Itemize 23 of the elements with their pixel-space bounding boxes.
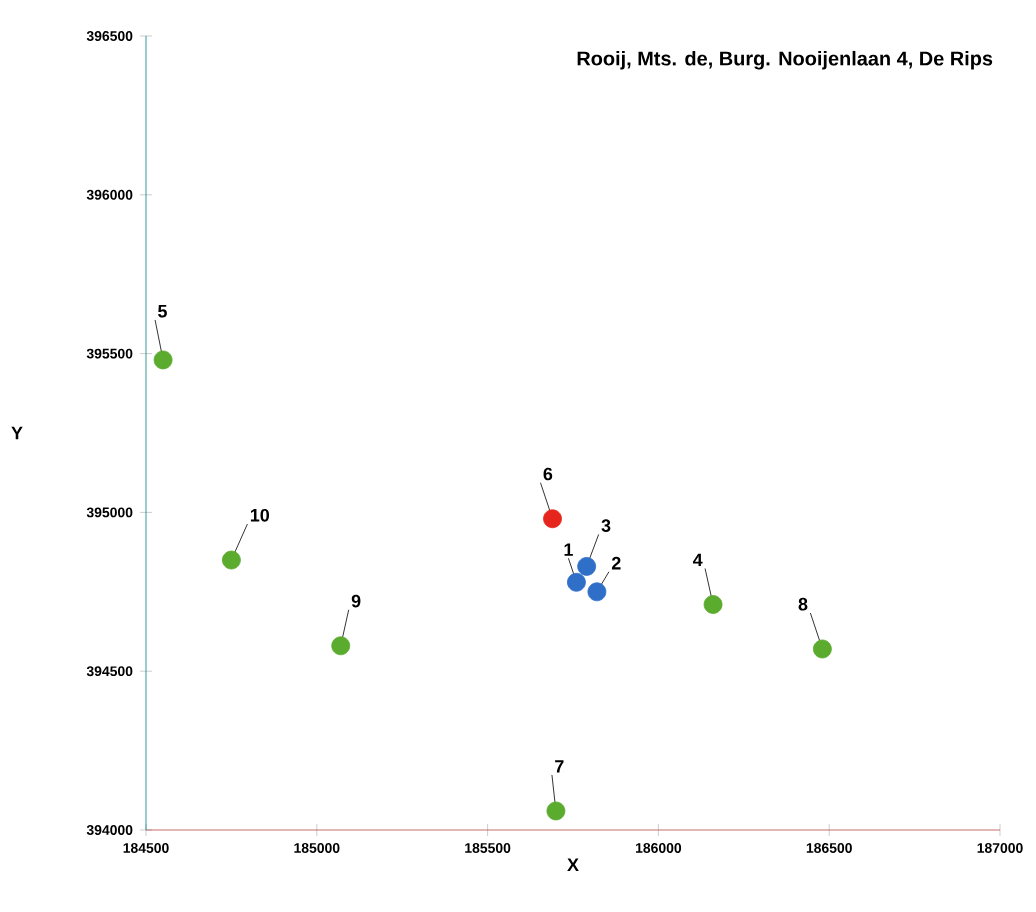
annotation: 5 xyxy=(158,305,167,318)
point xyxy=(577,556,597,576)
point xyxy=(587,582,607,602)
annotation: 7 xyxy=(555,760,564,773)
point xyxy=(222,550,241,570)
point xyxy=(543,509,562,529)
x-axis-title: X xyxy=(567,858,579,871)
annotation: 6 xyxy=(543,467,553,481)
point xyxy=(546,801,566,821)
point xyxy=(567,572,586,592)
annotation: 10 xyxy=(250,508,270,522)
text: Rooij, Mts. de, Burg. Nooijenlaan 4, De Rips xyxy=(577,50,993,70)
point xyxy=(331,636,351,656)
annotation: 1 xyxy=(564,543,573,556)
point xyxy=(153,350,173,370)
point xyxy=(703,595,723,614)
annotation: 3 xyxy=(601,519,611,532)
y-axis-title: Y xyxy=(11,426,23,440)
point xyxy=(812,639,832,659)
annotation: 8 xyxy=(798,597,808,611)
annotation: 9 xyxy=(351,594,361,608)
annotation: 2 xyxy=(611,556,621,570)
annotation: 4 xyxy=(692,553,703,567)
